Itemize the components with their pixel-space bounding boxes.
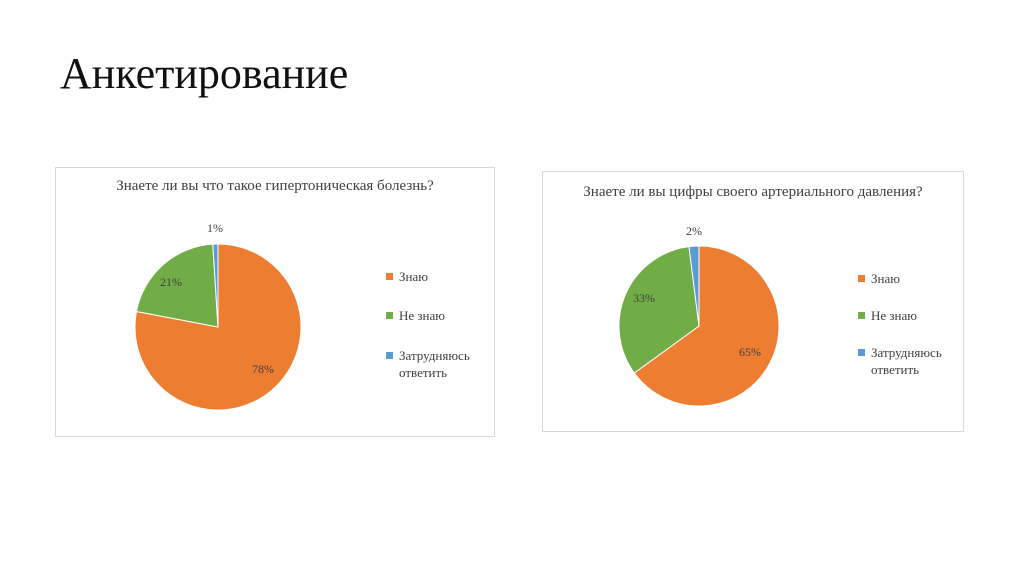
pie-plot: 65% 33% 2% — [618, 224, 780, 407]
slice-know — [633, 245, 780, 407]
legend-swatch-know — [858, 275, 865, 282]
slice-dont-know — [135, 243, 219, 328]
pie-chart-hypertension: Знаете ли вы что такое гипертоническая б… — [55, 167, 495, 437]
legend-label: Не знаю — [871, 308, 917, 323]
slide-title: Анкетирование — [60, 49, 349, 98]
pie-chart-blood-pressure: Знаете ли вы цифры своего артериального … — [542, 171, 964, 432]
legend-label: Затрудняюсь ответить — [399, 348, 470, 380]
legend-label: Затрудняюсь ответить — [871, 345, 942, 377]
data-label: 65% — [739, 345, 761, 359]
data-label: 33% — [633, 291, 655, 305]
data-label: 78% — [252, 362, 274, 376]
slice-unsure — [688, 245, 700, 327]
legend-label: Знаю — [871, 271, 900, 286]
data-label: 1% — [207, 221, 223, 235]
legend-swatch-dont-know — [386, 312, 393, 319]
legend-swatch-unsure — [858, 349, 865, 356]
chart-title: Знаете ли вы цифры своего артериального … — [583, 184, 923, 200]
legend-swatch-unsure — [386, 352, 393, 359]
slice-dont-know — [618, 246, 700, 374]
legend-label: Не знаю — [399, 308, 445, 323]
legend-label: Знаю — [399, 269, 428, 284]
pie-plot: 78% 21% 1% — [134, 221, 302, 411]
legend-swatch-dont-know — [858, 312, 865, 319]
slice-unsure — [212, 243, 219, 328]
slice-know — [134, 243, 302, 411]
data-label: 21% — [160, 275, 182, 289]
legend-swatch-know — [386, 273, 393, 280]
data-label: 2% — [686, 224, 702, 238]
chart-title: Знаете ли вы что такое гипертоническая б… — [116, 178, 434, 194]
